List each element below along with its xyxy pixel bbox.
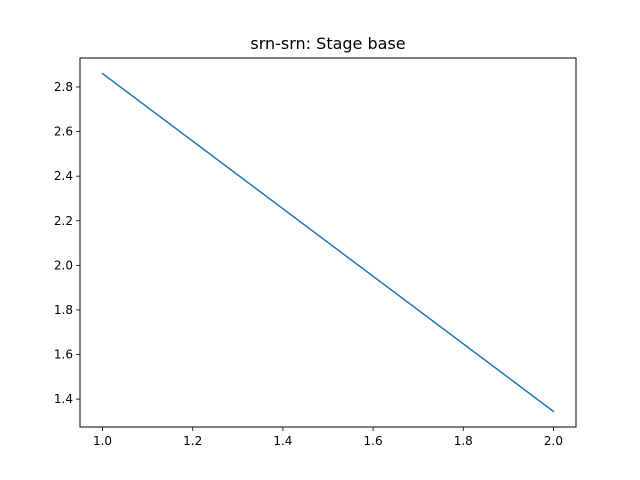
y-tick-label: 1.8 (54, 303, 73, 317)
x-tick-label: 2.0 (544, 434, 563, 448)
y-tick-label: 2.0 (54, 258, 73, 272)
plot-marks (101, 72, 555, 413)
axis-ticks: 1.0 1.2 1.4 1.6 1.8 2.0 1.4 1.6 1.8 2.0 2.2 2.4 2.6 2… (54, 80, 563, 448)
y-tick-label: 1.6 (54, 348, 73, 362)
series-line-0 (101, 72, 555, 413)
x-tick-label: 1.6 (364, 434, 383, 448)
y-tick-label: 2.6 (54, 125, 73, 139)
x-tick-label: 1.8 (454, 434, 473, 448)
x-tick-label: 1.4 (273, 434, 292, 448)
plot-area-frame (79, 57, 577, 428)
y-tick-label: 2.8 (54, 80, 73, 94)
y-tick-label: 2.4 (54, 169, 73, 183)
x-tick-label: 1.2 (183, 434, 202, 448)
y-tick-label: 1.4 (54, 392, 73, 406)
y-tick-label: 2.2 (54, 214, 73, 228)
x-tick-label: 1.0 (93, 434, 112, 448)
chart-title: srn-srn: Stage base (250, 34, 405, 53)
